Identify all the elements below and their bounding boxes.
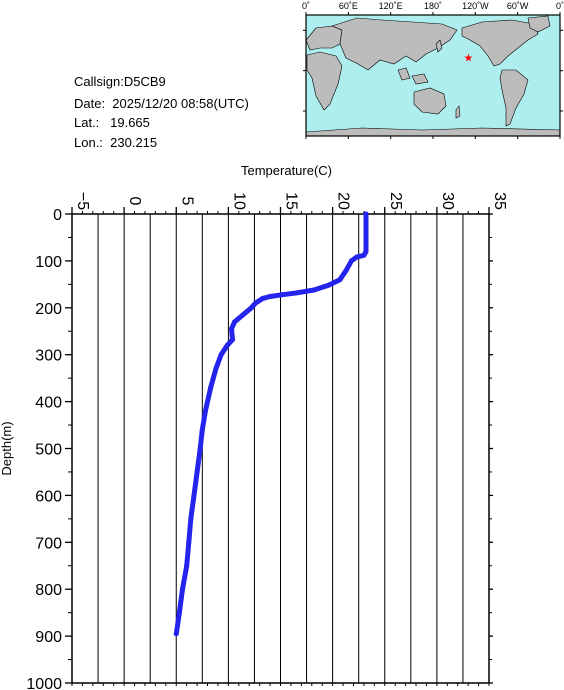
x-tick-label: 15 bbox=[283, 192, 300, 210]
temperature-point bbox=[294, 290, 300, 296]
y-tick-label: 900 bbox=[35, 629, 62, 646]
temperature-point bbox=[260, 295, 266, 301]
temperature-point bbox=[188, 516, 194, 522]
temperature-point bbox=[267, 294, 273, 300]
land-se-asia bbox=[397, 67, 429, 85]
chart-grid bbox=[71, 214, 490, 683]
x-tick-label: 5 bbox=[178, 197, 195, 206]
y-tick-label: 700 bbox=[35, 535, 62, 552]
map-longitude-labels: 0˚ 60˚E 120˚E 180˚ 120˚W 60˚W 0˚ bbox=[302, 1, 564, 11]
callsign-text: Callsign:D5CB9 bbox=[74, 74, 166, 89]
x-tick-label: 25 bbox=[387, 192, 404, 210]
map-longitude-label: 60˚W bbox=[507, 1, 529, 11]
temperature-point bbox=[337, 277, 343, 283]
y-tick-label: 500 bbox=[35, 442, 62, 459]
temperature-point bbox=[348, 258, 354, 264]
temperature-point bbox=[280, 292, 286, 298]
y-tick-label: 0 bbox=[53, 207, 62, 224]
temperature-point bbox=[230, 337, 236, 343]
temperature-point bbox=[363, 249, 369, 255]
temperature-point bbox=[176, 610, 182, 616]
temperature-point bbox=[363, 239, 369, 245]
latitude-text: Lat.: 19.665 bbox=[74, 115, 150, 130]
x-tick-label: 30 bbox=[439, 192, 456, 210]
y-tick-label: 800 bbox=[35, 582, 62, 599]
temperature-point bbox=[325, 282, 331, 288]
x-tick-labels: −5 0 5 10 15 20 25 30 35 bbox=[74, 192, 508, 210]
x-tick-label: 0 bbox=[126, 197, 143, 206]
temperature-point bbox=[363, 211, 369, 217]
y-tick-label: 200 bbox=[35, 301, 62, 318]
date-text: Date: 2025/12/20 08:58(UTC) bbox=[74, 96, 249, 111]
land-japan bbox=[435, 39, 443, 53]
map-longitude-label: 120˚E bbox=[379, 1, 403, 11]
land-new-zealand bbox=[455, 105, 461, 119]
temperature-point bbox=[197, 446, 203, 451]
temperature-point bbox=[180, 586, 186, 592]
temperature-point bbox=[199, 427, 205, 433]
temperature-point bbox=[191, 492, 197, 498]
temperature-point bbox=[252, 300, 258, 306]
temperature-point bbox=[311, 287, 317, 293]
temperature-point bbox=[354, 254, 360, 260]
land-greenland bbox=[527, 15, 551, 33]
x-tick-label: 10 bbox=[230, 192, 247, 210]
temperature-point bbox=[361, 252, 367, 258]
land-asia bbox=[331, 17, 458, 71]
x-axis-label: Temperature(C) bbox=[241, 163, 332, 178]
map-longitude-label: 0˚ bbox=[302, 1, 310, 11]
temperature-point bbox=[173, 631, 179, 637]
y-axis-label: Depth(m) bbox=[0, 421, 14, 475]
temperature-point bbox=[229, 326, 235, 332]
temperature-point bbox=[186, 539, 192, 545]
temperature-point bbox=[218, 352, 224, 358]
temperature-point bbox=[202, 408, 208, 414]
land-africa bbox=[306, 51, 343, 111]
temperature-point bbox=[224, 342, 230, 348]
y-tick-label: 400 bbox=[35, 395, 62, 412]
map-longitude-label: 0˚ bbox=[556, 1, 564, 11]
temperature-point bbox=[343, 267, 349, 273]
y-tick-label: 100 bbox=[35, 254, 62, 271]
temperature-point bbox=[240, 312, 246, 318]
temperature-point bbox=[194, 469, 200, 475]
y-tick-labels: 0 100 200 300 400 500 600 700 800 900 1000 bbox=[26, 207, 62, 690]
x-tick-label: 20 bbox=[335, 192, 352, 210]
land-north-america bbox=[461, 19, 539, 67]
temperature-point bbox=[184, 563, 190, 569]
map-land bbox=[305, 15, 561, 137]
land-south-america bbox=[499, 69, 529, 127]
temperature-series-line bbox=[173, 211, 369, 637]
y-tick-label: 600 bbox=[35, 488, 62, 505]
land-australia bbox=[413, 87, 447, 115]
temperature-point bbox=[213, 366, 219, 372]
y-tick-label: 1000 bbox=[26, 676, 62, 690]
temperature-point bbox=[232, 319, 238, 325]
temperature-point bbox=[208, 385, 214, 391]
axis-ticks bbox=[65, 207, 493, 686]
map-longitude-label: 120˚W bbox=[462, 1, 489, 11]
temperature-point bbox=[363, 230, 369, 236]
temperature-point bbox=[363, 220, 369, 226]
map-longitude-label: 180˚ bbox=[424, 1, 442, 11]
temperature-point bbox=[248, 305, 254, 311]
x-tick-label: 35 bbox=[491, 192, 508, 210]
y-tick-label: 300 bbox=[35, 348, 62, 365]
location-marker-icon: ★ bbox=[463, 51, 473, 64]
temperature-profile bbox=[173, 211, 369, 637]
longitude-text: Lon.: 230.215 bbox=[74, 135, 158, 150]
map-longitude-label: 60˚E bbox=[339, 1, 358, 11]
x-tick-label: −5 bbox=[74, 192, 91, 210]
